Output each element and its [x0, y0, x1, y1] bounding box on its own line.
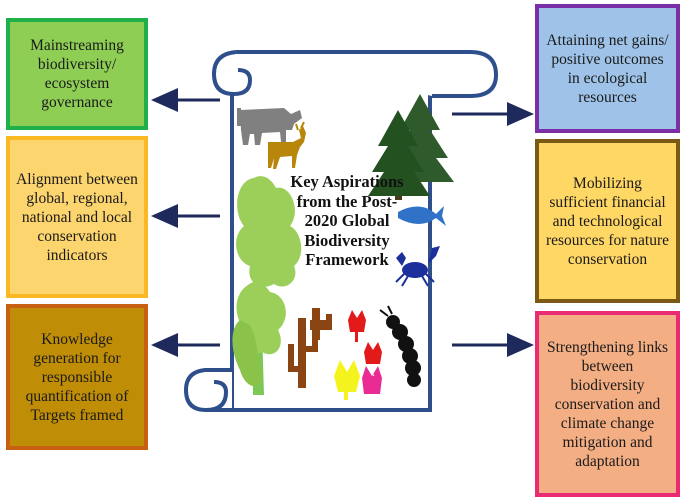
box-strengthening: Strengthening links between biodiversity…	[535, 311, 680, 497]
box-net-gains: Attaining net gains/ positive outcomes i…	[535, 4, 680, 133]
box-alignment: Alignment between global, regional, nati…	[6, 136, 148, 298]
box-text: Attaining net gains/ positive outcomes i…	[545, 31, 670, 107]
center-title: Key Aspirations from the Post-2020 Globa…	[287, 172, 407, 270]
box-mobilizing: Mobilizing sufficient financial and tech…	[535, 139, 680, 303]
box-text: Alignment between global, regional, nati…	[16, 170, 138, 265]
box-knowledge: Knowledge generation for responsible qua…	[6, 304, 148, 450]
box-text: Mobilizing sufficient financial and tech…	[545, 174, 670, 269]
box-text: Knowledge generation for responsible qua…	[16, 330, 138, 425]
box-text: Mainstreaming biodiversity/ ecosystem go…	[16, 36, 138, 112]
box-mainstreaming: Mainstreaming biodiversity/ ecosystem go…	[6, 18, 148, 130]
box-text: Strengthening links between biodiversity…	[545, 338, 670, 471]
